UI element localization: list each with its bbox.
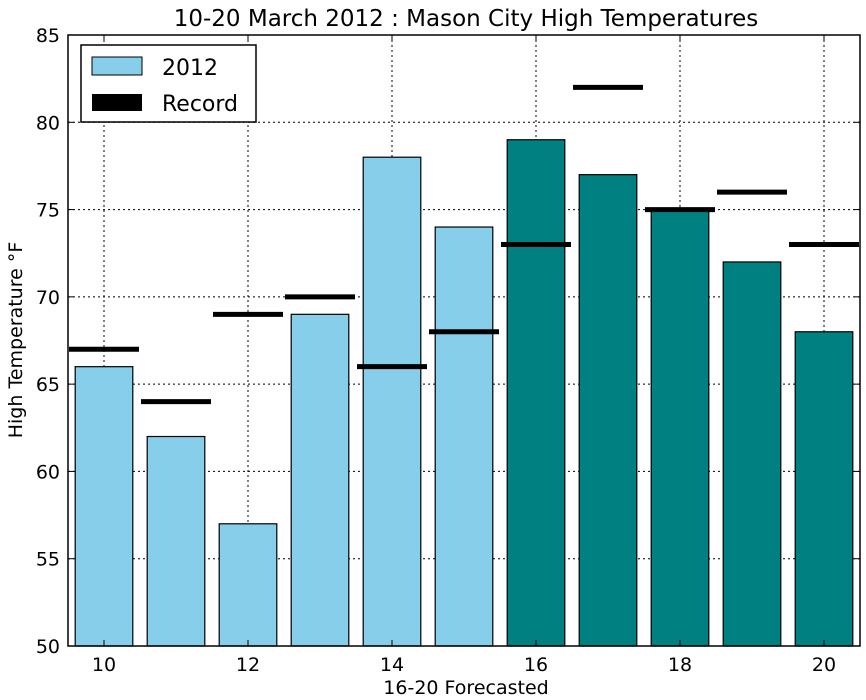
bar-13 (290, 313, 350, 647)
y-tick-label: 85 (36, 25, 60, 47)
y-tick-label: 55 (36, 549, 60, 571)
bar-15 (434, 226, 494, 647)
x-tick-label: 20 (812, 654, 836, 676)
legend: 2012 Record (80, 44, 257, 123)
x-tick-label: 18 (668, 654, 692, 676)
y-ticks: 50 55 60 65 70 75 80 85 (36, 25, 860, 658)
legend-swatch-2012 (91, 56, 143, 76)
record-markers (69, 84, 859, 405)
plot-frame (67, 34, 861, 647)
x-tick-label: 10 (92, 654, 116, 676)
bar-12 (218, 523, 278, 647)
bar-20 (794, 331, 854, 647)
bars (74, 139, 854, 647)
x-tick-label: 14 (380, 654, 404, 676)
legend-label-2012: 2012 (162, 56, 218, 81)
y-axis-label: High Temperature °F (5, 242, 27, 439)
x-tick-label: 12 (236, 654, 260, 676)
bar-11 (146, 435, 206, 647)
y-tick-label: 75 (36, 200, 60, 222)
y-tick-label: 80 (36, 112, 60, 134)
x-ticks: 10 12 14 16 18 20 (92, 35, 836, 676)
y-tick-label: 60 (36, 461, 60, 483)
bar-14 (362, 156, 422, 647)
bar-19 (722, 261, 782, 647)
bar-16 (506, 139, 566, 647)
legend-swatch-record (92, 94, 142, 111)
legend-label-record: Record (162, 92, 238, 117)
bar-18 (650, 208, 710, 647)
y-tick-label: 65 (36, 374, 60, 396)
bar-10 (74, 366, 134, 647)
y-tick-label: 70 (36, 287, 60, 309)
x-axis-label: 16-20 Forecasted (383, 677, 548, 699)
y-tick-label: 50 (36, 636, 60, 658)
bar-17 (578, 174, 638, 647)
chart-title: 10-20 March 2012 : Mason City High Tempe… (174, 6, 759, 32)
x-tick-label: 16 (524, 654, 548, 676)
